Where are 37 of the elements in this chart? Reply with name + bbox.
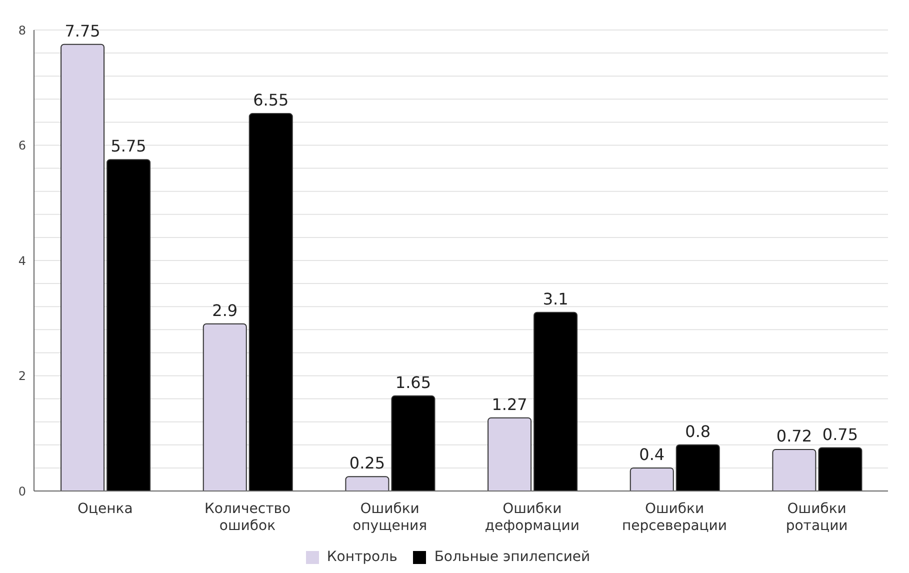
- bar: [106, 159, 151, 491]
- data-label: 5.75: [110, 136, 146, 156]
- y-tick-label: 6: [18, 138, 26, 153]
- x-tick-label: Ошибки опущения: [352, 501, 428, 534]
- y-tick-label: 0: [18, 484, 26, 498]
- bar: [818, 447, 862, 491]
- bar: [345, 476, 390, 491]
- data-label: 7.75: [64, 21, 100, 40]
- x-tick-label: Ошибки персеверации: [622, 501, 728, 534]
- bar: [676, 444, 720, 491]
- data-label: 0.4: [639, 444, 665, 464]
- data-label: 0.25: [349, 454, 386, 473]
- bar: [391, 395, 436, 491]
- bar: [488, 417, 532, 491]
- x-tick-label: Количество ошибок: [204, 501, 291, 534]
- x-tick-label: Оценка: [77, 501, 133, 517]
- data-label: 0.75: [822, 424, 858, 444]
- y-tick-label: 2: [18, 369, 26, 384]
- y-tick-label: 8: [18, 23, 26, 38]
- bar: [534, 312, 578, 491]
- bar: [60, 44, 105, 491]
- data-label: 1.65: [395, 372, 432, 392]
- data-label: 3.1: [542, 289, 568, 308]
- data-label: 6.55: [253, 90, 289, 110]
- bar: [772, 449, 816, 491]
- x-tick-label: Ошибки ротации: [786, 501, 848, 534]
- bar: [630, 467, 674, 491]
- data-label: 2.9: [212, 300, 238, 320]
- legend-label: Контроль: [326, 549, 398, 565]
- data-label: 1.27: [492, 394, 528, 414]
- data-label: 0.72: [776, 426, 812, 446]
- x-tick-label: Ошибки деформации: [484, 501, 580, 534]
- bar: [202, 323, 247, 491]
- bar: [248, 113, 293, 491]
- legend-label: Больные эпилепсией: [434, 549, 590, 565]
- data-label: 0.8: [685, 422, 711, 441]
- y-tick-label: 4: [18, 254, 26, 268]
